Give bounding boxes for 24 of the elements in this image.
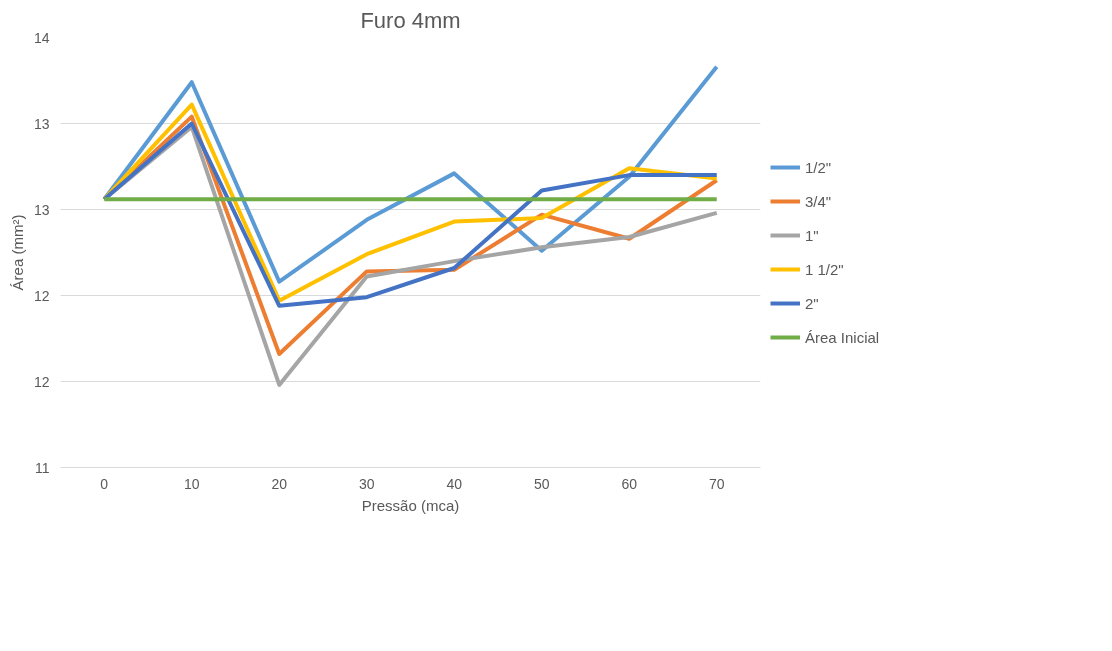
- line-series: [102, 64, 719, 284]
- legend-label: 1 1/2": [805, 260, 844, 278]
- x-tick-label: 60: [621, 475, 638, 492]
- x-tick-label: 40: [446, 475, 463, 492]
- y-tick-label: 14: [33, 29, 50, 46]
- chart-title: Furo 4mm: [360, 7, 461, 33]
- x-tick-label: 70: [708, 475, 725, 492]
- y-tick-label: 11: [34, 459, 50, 476]
- y-tick-label: 12: [33, 373, 50, 390]
- x-tick-label: 0: [100, 475, 109, 492]
- y-tick-label: 13: [33, 115, 50, 132]
- y-tick-label: 12: [33, 287, 50, 304]
- x-tick-label: 30: [358, 475, 375, 492]
- y-axis-title: Área (mm²): [8, 214, 26, 291]
- x-axis-title: Pressão (mca): [361, 496, 460, 514]
- legend-label: 1": [805, 226, 820, 244]
- legend-label: 3/4": [805, 192, 832, 210]
- y-tick-label: 13: [33, 201, 50, 218]
- legend-label: 2": [805, 294, 820, 312]
- legend-label: 1/2": [805, 158, 832, 176]
- x-tick-label: 50: [533, 475, 550, 492]
- legend-label: Área Inicial: [805, 328, 880, 346]
- x-tick-label: 20: [271, 475, 288, 492]
- x-tick-label: 10: [183, 475, 200, 492]
